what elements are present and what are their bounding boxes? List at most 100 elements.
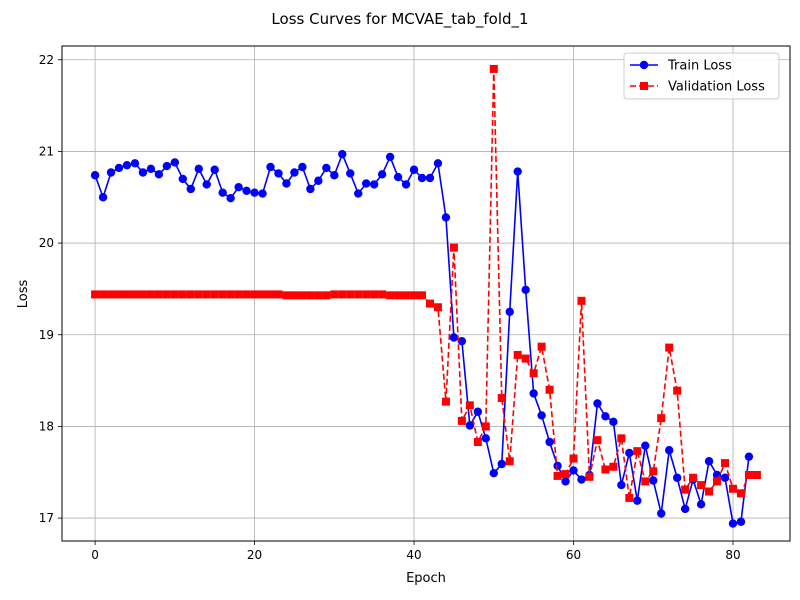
validation-loss-point bbox=[410, 291, 419, 300]
train-loss-point bbox=[385, 152, 395, 162]
y-axis-label: Loss bbox=[16, 280, 31, 309]
train-loss-point bbox=[338, 149, 347, 159]
train-loss-point bbox=[401, 180, 411, 189]
train-loss-point bbox=[625, 448, 634, 458]
train-loss-point bbox=[457, 336, 467, 346]
validation-loss-point bbox=[728, 484, 737, 493]
train-loss-point bbox=[210, 165, 219, 174]
validation-loss-point bbox=[330, 290, 339, 299]
validation-loss-point bbox=[721, 459, 730, 468]
validation-loss-point bbox=[617, 434, 626, 443]
legend-train-marker bbox=[639, 60, 649, 70]
train-loss-point bbox=[242, 186, 251, 196]
train-loss-point bbox=[162, 161, 172, 171]
validation-loss-point bbox=[186, 290, 195, 299]
y-tick-label: 22 bbox=[39, 53, 54, 67]
train-loss-point bbox=[481, 434, 491, 443]
x-tick-label: 40 bbox=[406, 548, 421, 562]
validation-loss-point bbox=[752, 471, 761, 479]
validation-loss-point bbox=[497, 394, 506, 402]
legend-validation-marker bbox=[640, 82, 648, 90]
train-loss-point bbox=[593, 399, 602, 408]
validation-loss-line bbox=[95, 68, 757, 499]
train-loss-point bbox=[346, 169, 355, 178]
validation-loss-point bbox=[250, 290, 259, 299]
validation-loss-point bbox=[386, 291, 395, 300]
validation-loss-point bbox=[138, 290, 147, 299]
train-loss-point bbox=[306, 184, 315, 194]
plot-area-frame bbox=[61, 45, 791, 542]
train-loss-point bbox=[497, 459, 506, 469]
validation-loss-point bbox=[713, 477, 722, 486]
train-loss-point bbox=[473, 407, 483, 416]
validation-loss-point bbox=[314, 291, 323, 300]
validation-loss-point bbox=[545, 385, 554, 394]
validation-loss-point bbox=[170, 290, 179, 299]
validation-loss-point bbox=[736, 489, 745, 498]
validation-loss-point bbox=[162, 290, 171, 299]
train-loss-point bbox=[529, 389, 538, 398]
y-tick-label: 20 bbox=[39, 236, 54, 250]
train-loss-point bbox=[617, 480, 626, 490]
y-axis-ticks: 17 18 19 20 21 22 bbox=[39, 53, 62, 525]
train-loss-point bbox=[226, 193, 235, 203]
validation-loss-point bbox=[210, 290, 219, 299]
validation-loss-point bbox=[362, 290, 371, 299]
train-loss-point bbox=[369, 180, 379, 189]
validation-loss-point bbox=[513, 350, 522, 359]
validation-loss-point bbox=[99, 290, 108, 299]
validation-loss-point bbox=[633, 447, 642, 456]
validation-loss-point bbox=[457, 416, 466, 425]
train-loss-point bbox=[720, 473, 730, 482]
train-loss-point bbox=[266, 162, 275, 172]
validation-loss-point bbox=[577, 296, 586, 305]
validation-loss-series bbox=[91, 64, 761, 502]
train-loss-point bbox=[433, 159, 443, 168]
train-loss-point bbox=[577, 475, 586, 484]
train-loss-point bbox=[98, 193, 108, 202]
validation-loss-point bbox=[697, 481, 706, 490]
validation-loss-point bbox=[234, 290, 243, 299]
validation-loss-point bbox=[274, 290, 283, 299]
x-tick-label: 80 bbox=[725, 548, 740, 562]
validation-loss-point bbox=[505, 457, 514, 466]
validation-loss-point bbox=[298, 291, 307, 300]
validation-loss-point bbox=[266, 290, 275, 299]
train-loss-point bbox=[274, 169, 283, 178]
validation-loss-point bbox=[489, 64, 498, 73]
validation-loss-point bbox=[585, 472, 594, 481]
validation-loss-point bbox=[354, 290, 363, 299]
train-loss-point bbox=[90, 171, 100, 180]
validation-loss-point bbox=[194, 290, 203, 299]
validation-loss-point bbox=[601, 465, 610, 474]
train-loss-point bbox=[736, 517, 746, 526]
chart-title: Loss Curves for MCVAE_tab_fold_1 bbox=[271, 10, 528, 29]
train-loss-point bbox=[250, 188, 259, 197]
train-loss-point bbox=[657, 509, 666, 518]
x-tick-label: 0 bbox=[91, 548, 99, 562]
validation-loss-point bbox=[218, 290, 227, 299]
y-tick-label: 18 bbox=[39, 419, 54, 433]
train-loss-point bbox=[178, 174, 188, 184]
train-loss-point bbox=[290, 168, 299, 177]
train-loss-point bbox=[146, 164, 156, 174]
train-loss-point bbox=[154, 170, 164, 179]
validation-loss-point bbox=[537, 342, 546, 351]
y-tick-label: 19 bbox=[39, 328, 54, 342]
train-loss-point bbox=[449, 333, 459, 342]
train-loss-point bbox=[114, 163, 124, 173]
train-loss-point bbox=[122, 160, 132, 170]
train-loss-point bbox=[545, 437, 554, 447]
validation-loss-point bbox=[91, 290, 100, 299]
validation-loss-point bbox=[202, 290, 211, 299]
train-loss-point bbox=[704, 457, 714, 466]
train-loss-point bbox=[298, 162, 307, 172]
train-loss-point bbox=[314, 176, 323, 185]
train-loss-point bbox=[138, 168, 148, 177]
validation-loss-point bbox=[418, 291, 427, 300]
legend-validation-label: Validation Loss bbox=[668, 80, 765, 95]
legend-train-label: Train Loss bbox=[667, 59, 732, 74]
validation-loss-point bbox=[378, 290, 387, 299]
validation-loss-point bbox=[689, 473, 698, 482]
train-loss-point bbox=[322, 163, 331, 173]
